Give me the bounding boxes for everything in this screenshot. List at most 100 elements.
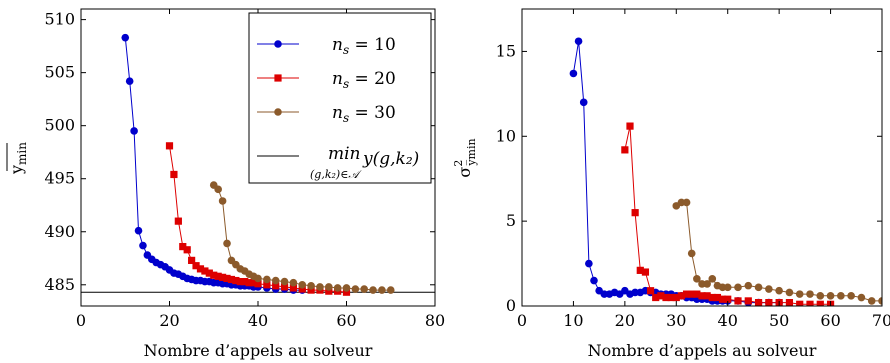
right-series-2-point [765,299,773,306]
right-y-axis-label: σ2y̅min [452,138,478,177]
left-series-2-point [183,246,191,254]
right-y-axis-label-sub: y̅min [465,138,478,166]
legend-entry-label-rest: = 10 [349,35,396,55]
right-series-3-point [806,290,814,298]
legend-entry-label: ns = 10 [332,35,396,57]
right-chart: 0 10 20 30 40 50 60 70 0 5 10 15 Nombre d’appels au… [452,8,890,360]
right-y-axis-label-sup: 2 [452,160,465,167]
right-series-1-line [572,41,780,304]
right-series-3-point [723,283,732,292]
right-series-3-point [795,290,804,298]
left-y-tick-label: 505 [44,63,75,82]
left-y-tick-label: 495 [44,169,75,188]
right-y-axis-label-base: σ [455,167,474,178]
legend-entry-label-rest: = 30 [349,103,396,123]
svg-text:ymin: ymin [7,142,29,175]
legend-entry-1: ns = 10 [257,35,396,57]
right-series-2-point [703,292,711,300]
right-series-3-point [878,297,882,305]
left-series-3-point [333,284,342,292]
left-y-tick-label: 500 [44,116,75,135]
legend-entry-label-var: n [332,103,343,123]
left-y-axis-label: ymin [6,142,29,175]
left-x-tick-label: 0 [76,311,86,330]
left-series-2-point [272,282,280,290]
right-series-3-point [775,286,783,295]
left-y-axis-label-base: y [7,165,26,175]
legend-entry-2: ns = 20 [257,69,396,91]
legend-entry-label-sub: s [343,77,349,91]
left-x-tick-label: 40 [248,311,268,330]
right-series-3-point [682,198,691,207]
left-series-2-point [188,256,196,264]
right-series-3-point [765,285,773,293]
right-series-2-point [662,293,670,302]
right-series-3-point [708,275,717,283]
right-series-2-point [641,268,650,276]
right-series-3-point [693,275,701,283]
left-series-1-point [130,127,138,135]
right-series-2-point [652,293,660,302]
left-series-2-point [192,262,200,270]
right-series-1-point [585,259,593,268]
legend-entry-marker [274,74,282,82]
right-series-2-point [806,300,814,306]
right-series-3-point [687,249,696,258]
right-series-1-point [569,69,578,78]
right-series-2-point [688,290,696,298]
left-series-3-point [325,283,333,291]
left-series-2-point [179,243,187,251]
left-series-3-point [214,185,222,194]
right-y-tick-label: 0 [506,296,516,315]
left-axis-ticks: 0 20 40 60 80 485 490 495 500 505 510 [44,9,445,330]
right-axis-ticks: 0 10 20 30 40 50 60 70 0 5 10 15 [496,9,890,330]
left-y-axis-label-sub: min [15,142,29,165]
right-series-2-point [816,300,824,306]
right-series-2-point [708,293,716,302]
right-plot-area [569,37,882,306]
left-series-2-point [170,170,178,179]
left-series-2-point [263,281,271,289]
legend-entry-label-var: n [332,35,343,55]
left-series-2-point [289,284,297,292]
right-series-2-point [677,292,686,300]
left-series-2-point [245,279,253,287]
right-series-2-point [785,299,794,306]
right-series-2-point [713,293,722,302]
legend-entry-label: ns = 20 [332,69,396,91]
legend-entry-label-expr: y(g,k₂) [362,149,419,169]
right-series-2-point [718,295,727,303]
legend-entry-marker [274,108,282,116]
legend-entry-4: min (g,k₂)∈𝒜y(g,k₂) [257,144,419,181]
right-series-2-point [626,122,634,130]
right-series-1-point [574,37,583,46]
legend-entry-label-rest: = 20 [349,69,396,89]
right-series-2-line [624,125,831,305]
left-series-3-point [378,286,386,294]
right-plot-frame [521,8,883,307]
left-series-1-point [125,77,134,85]
right-series-3-point [734,283,742,292]
right-series-2-point [744,297,752,305]
left-series-3-point [223,239,231,248]
legend-entry-label-op: min [328,144,361,164]
right-series-1 [569,37,783,306]
legend-entry-label-sub: s [343,43,349,57]
right-series-3-point [816,292,825,300]
left-chart: 0 20 40 60 80 485 490 495 500 505 510 Nombre d’app… [6,8,445,360]
right-y-tick-label: 5 [506,211,516,230]
right-series-2-point [734,297,742,305]
right-y-tick-label: 15 [496,41,516,60]
right-series-2-point [698,292,706,300]
svg-text:σ2y̅min: σ2y̅min [452,138,478,177]
right-series-3 [672,198,882,305]
left-series-2-point [214,272,222,280]
left-series-2-point [307,286,315,294]
left-series-3-point [369,286,377,294]
legend-entry-label-var: n [332,69,343,89]
right-series-2-point [682,290,691,298]
right-series-2-point [621,146,629,154]
legend-entry-label: ns = 30 [332,103,396,125]
